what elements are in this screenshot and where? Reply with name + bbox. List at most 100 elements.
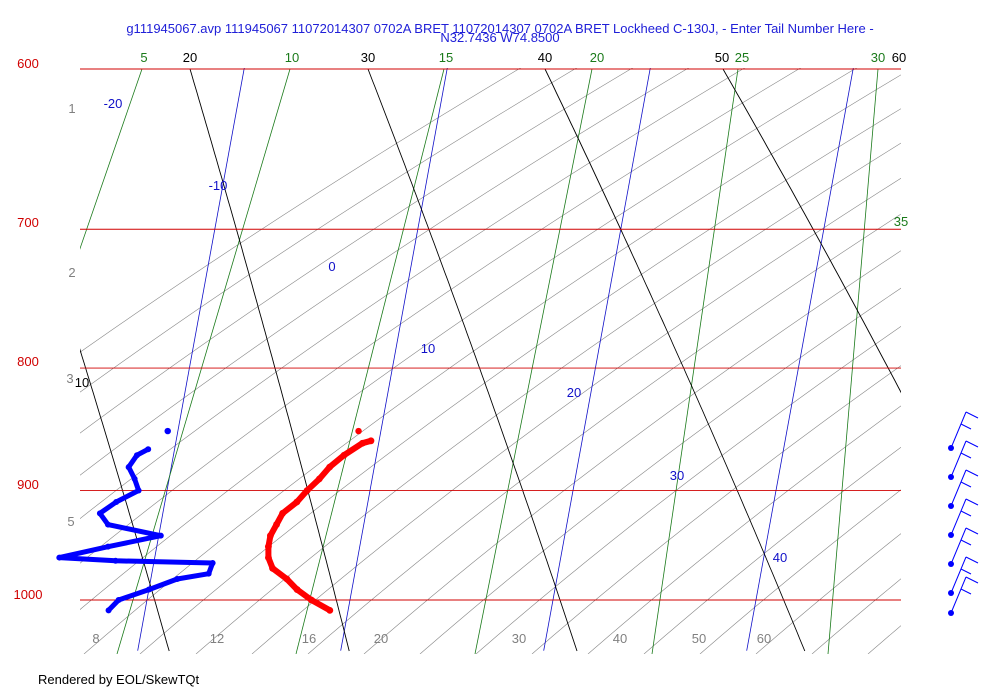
mixing-ratio-line (827, 68, 879, 654)
moist-adiabat-line (363, 250, 901, 654)
isotherm-line (340, 68, 448, 651)
dewpoint-point (209, 559, 216, 566)
mixing-ratio-label: 15 (439, 50, 453, 65)
wind-barb (948, 576, 979, 616)
wind-barb (948, 469, 979, 509)
dry-adiabat-line (367, 68, 578, 652)
isotherm-label: 20 (567, 385, 581, 400)
moist-adiabat-line (531, 365, 901, 654)
moist-adiabat-line (924, 60, 1000, 654)
dry-adiabat-line (544, 68, 806, 652)
wind-barb (948, 527, 979, 567)
mixing-ratio-label: 20 (590, 50, 604, 65)
moist-adiabat-line (195, 142, 901, 654)
pressure-label: 900 (17, 477, 39, 492)
moist-adiabat-line (587, 405, 901, 654)
temperature-trace (265, 437, 374, 614)
dewpoint-point (56, 554, 63, 561)
dewpoint-point (174, 575, 181, 582)
bottom-axis-label: 50 (692, 631, 706, 646)
moist-adiabat-line (251, 177, 901, 654)
moist-adiabat-line (80, 68, 578, 393)
isotherm-label: 10 (421, 341, 435, 356)
altitude-label: 3 (66, 371, 73, 386)
pressure-label: 1000 (14, 587, 43, 602)
isotherm-label: 0 (328, 259, 335, 274)
moist-adiabat-line (80, 68, 802, 564)
mixing-ratio-label: 30 (871, 50, 885, 65)
dewpoint-point (125, 464, 132, 471)
isotherm-line (950, 52, 1000, 651)
dewpoint-isolated-point (164, 427, 171, 435)
altitude-label: 1 (68, 101, 75, 116)
moist-adiabat-line (307, 213, 901, 654)
dewpoint-point (105, 521, 112, 528)
pressure-label: 700 (17, 215, 39, 230)
temperature-isolated-point (355, 427, 362, 435)
mixing-ratio-label: 35 (894, 214, 908, 229)
dewpoint-point (105, 543, 112, 550)
mixing-ratio-line (474, 68, 593, 654)
moist-adiabat-line (980, 60, 1000, 654)
pressure-label: 600 (17, 56, 39, 71)
isotherm-line (0, 52, 44, 651)
wind-barb (948, 411, 979, 451)
dewpoint-point (133, 452, 140, 459)
dry-adiabat-line (80, 348, 170, 652)
dewpoint-point (105, 607, 112, 614)
moist-adiabat-line (139, 108, 901, 654)
dry-adiabat-label: 30 (361, 50, 375, 65)
altitude-label: 5 (67, 514, 74, 529)
bottom-axis-label: 20 (374, 631, 388, 646)
mixing-ratio-line (80, 68, 143, 250)
chart-title: g111945067.avp 111945067 11072014307 070… (126, 21, 873, 36)
mixing-ratio-line (958, 69, 1000, 654)
mixing-ratio-label: 5 (140, 50, 147, 65)
dry-adiabat-line (722, 68, 901, 394)
moist-adiabat-line (867, 625, 901, 654)
mixing-ratio-line (116, 68, 291, 654)
moist-adiabat-line (83, 74, 901, 654)
bottom-axis-label: 12 (210, 631, 224, 646)
isotherm-label: 30 (670, 468, 684, 483)
moist-adiabat-line (80, 68, 634, 434)
dry-adiabat-label: 60 (892, 50, 906, 65)
bottom-axis-label: 8 (92, 631, 99, 646)
moist-adiabat-line (699, 489, 901, 654)
moist-adiabat-line (811, 578, 901, 654)
chart-subtitle: N32.7436 W74.8500 (440, 30, 559, 45)
dewpoint-point (113, 498, 120, 505)
mixing-ratio-line (651, 68, 739, 654)
isotherm-line (746, 68, 854, 651)
moist-adiabat-line (80, 68, 690, 476)
footer-credit: Rendered by EOL/SkewTQt (38, 672, 200, 687)
mixing-ratio-label: 25 (735, 50, 749, 65)
dewpoint-point (145, 586, 152, 593)
dewpoint-point (157, 532, 164, 539)
dry-adiabat-label: 20 (183, 50, 197, 65)
dewpoint-point (135, 487, 142, 494)
dewpoint-point (205, 570, 212, 577)
bottom-axis-label: 16 (302, 631, 316, 646)
isotherm-line (137, 68, 245, 651)
bottom-axis-label: 30 (512, 631, 526, 646)
dewpoint-point (96, 510, 103, 517)
moist-adiabat-line (643, 446, 901, 654)
moist-adiabat-line (755, 533, 901, 654)
dewpoint-point (115, 597, 122, 603)
bottom-axis-label: 40 (613, 631, 627, 646)
dry-adiabat-label: 50 (715, 50, 729, 65)
moist-adiabat-line (80, 68, 522, 353)
moist-adiabat-line (80, 68, 858, 610)
moist-adiabat-line (475, 326, 901, 654)
wind-barb (948, 498, 979, 538)
dry-adiabat-label: 10 (75, 375, 89, 390)
dry-adiabat-line (189, 68, 350, 652)
altitude-label: 2 (68, 265, 75, 280)
isotherm-label: -20 (104, 96, 123, 111)
pressure-label: 800 (17, 354, 39, 369)
moist-adiabat-line (419, 287, 901, 654)
dewpoint-point (131, 475, 138, 482)
dewpoint-point (145, 446, 152, 453)
